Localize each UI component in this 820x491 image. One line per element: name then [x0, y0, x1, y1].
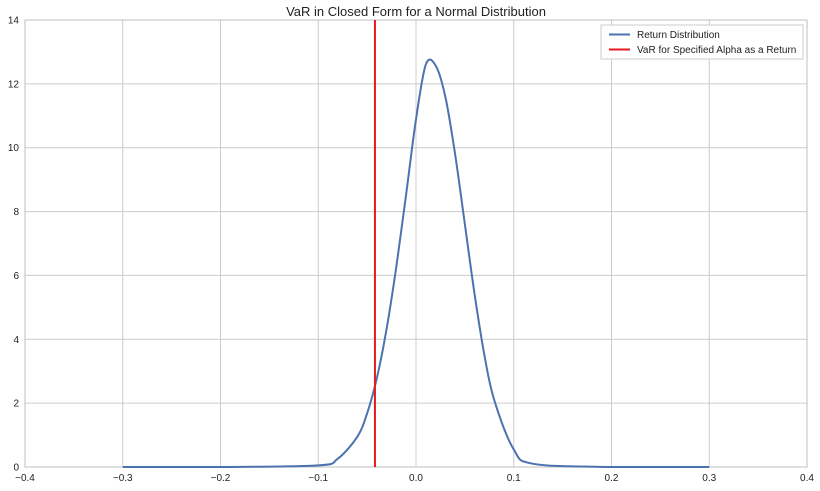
x-tick-label: −0.1 [308, 473, 328, 484]
y-tick-label: 12 [8, 79, 20, 90]
y-tick-label: 8 [13, 207, 19, 218]
plot-frame [24, 19, 808, 468]
y-tick-label: 4 [13, 335, 19, 346]
return-distribution-line [122, 58, 710, 469]
x-tick-label: 0.0 [409, 473, 423, 484]
x-tick-label: 0.4 [800, 473, 814, 484]
y-tick-label: 10 [8, 143, 20, 154]
chart-title: VaR in Closed Form for a Normal Distribu… [286, 4, 546, 19]
tick-layer: −0.4 −0.3 −0.2 −0.1 0.0 0.1 0.2 0.3 0.4 0 2 4 6 8 10 12… [8, 16, 815, 485]
x-tick-label: 0.1 [507, 473, 521, 484]
y-tick-label: 0 [13, 463, 19, 474]
y-tick-label: 14 [8, 16, 20, 27]
x-tick-label: −0.2 [211, 473, 231, 484]
y-tick-label: 6 [13, 271, 19, 282]
x-tick-label: −0.4 [15, 473, 35, 484]
series-layer [122, 20, 710, 469]
x-tick-label: 0.2 [605, 473, 619, 484]
legend-box [600, 24, 804, 60]
x-tick-label: 0.3 [702, 473, 716, 484]
legend-label-return-distribution: Return Distribution [637, 30, 720, 41]
legend-label-var: VaR for Specified Alpha as a Return [637, 45, 796, 56]
legend: Return Distribution VaR for Specified Al… [600, 24, 804, 60]
y-tick-label: 2 [13, 399, 19, 410]
grid-layer [24, 19, 808, 468]
x-tick-label: −0.3 [113, 473, 133, 484]
